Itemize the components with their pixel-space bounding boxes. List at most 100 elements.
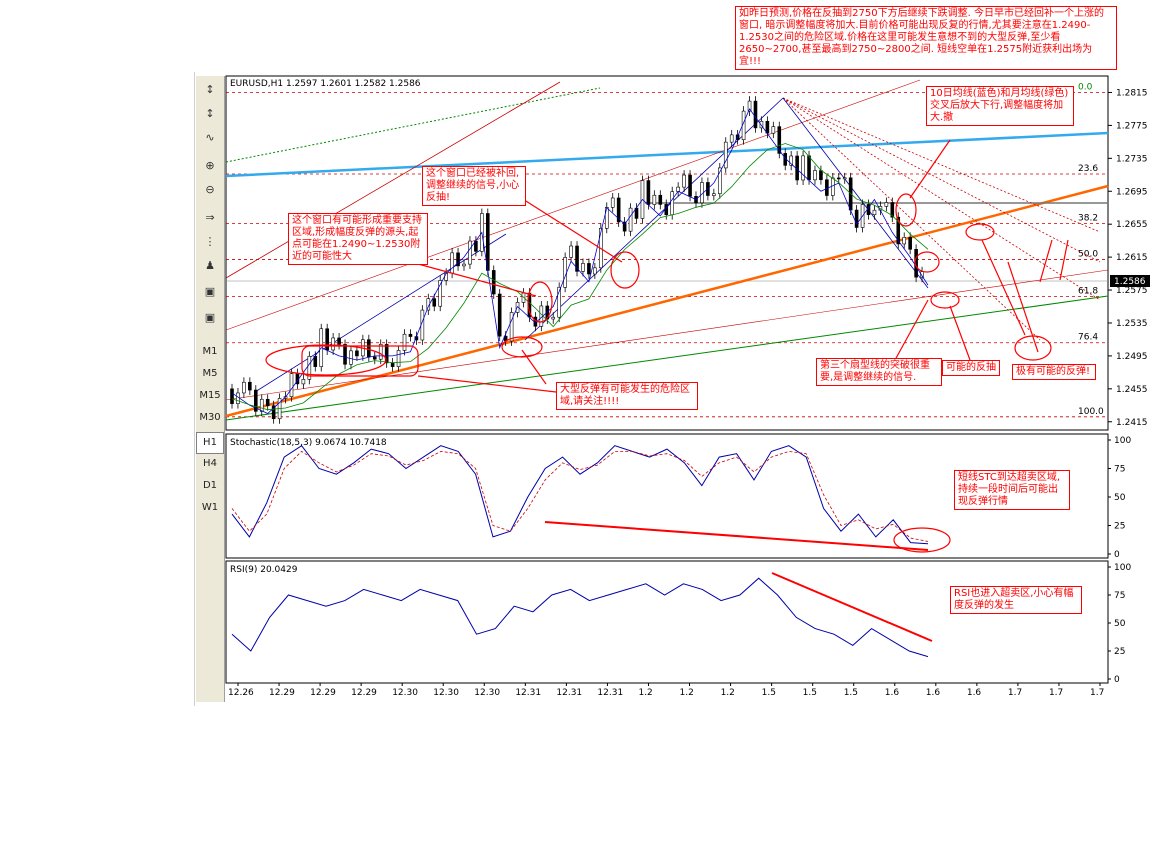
toolbar-tool-6[interactable]: ⋮ xyxy=(204,235,216,248)
x-tick-label: 1.7 xyxy=(1049,688,1063,698)
candle-body xyxy=(610,197,615,208)
note-fan-break: 第三个扇型线的突破很重要,是调整继续的信号. xyxy=(816,358,942,386)
candle-body xyxy=(259,398,264,412)
annotation-circle xyxy=(895,193,917,227)
candle-body xyxy=(842,177,847,180)
candle-body xyxy=(331,337,335,351)
toolbar-tool-0[interactable]: ↕ xyxy=(205,83,215,96)
toolbar-tool-3[interactable]: ⊕ xyxy=(205,159,215,172)
price-tick-label: 1.2695 xyxy=(1116,187,1148,197)
fib-label: 50.0 xyxy=(1078,250,1098,260)
x-tick-label: 12.29 xyxy=(310,688,336,698)
candle-body xyxy=(717,167,722,195)
note-ma-cross: 10日均线(蓝色)和月均线(绿色)交叉后放大下行,调整幅度将加大.撤 xyxy=(926,86,1074,126)
stoch-tick-label: 25 xyxy=(1114,522,1125,532)
fan-line-blue xyxy=(782,97,929,289)
candle-body xyxy=(670,191,675,216)
price-tick-label: 1.2415 xyxy=(1116,418,1148,428)
red-channel-3 xyxy=(225,269,1109,401)
toolbar-tool-9[interactable]: ▣ xyxy=(204,311,216,324)
timeframe-w1[interactable]: W1 xyxy=(201,502,219,513)
note-big-rebound: 大型反弹有可能发生的危险区域,请关注!!!! xyxy=(556,382,698,410)
annotation-circle xyxy=(610,251,640,289)
candle-body xyxy=(747,100,752,112)
x-tick-label: 12.26 xyxy=(228,688,254,698)
candle-body xyxy=(771,126,776,134)
fan-line-3 xyxy=(782,97,1041,341)
candle-body xyxy=(230,388,234,404)
candle-body xyxy=(497,293,502,337)
note-stc-oversold: 短线STC到达超卖区域,持续一段时间后可能出现反弹行情 xyxy=(954,470,1070,510)
candle-body xyxy=(872,209,877,216)
price-tick-label: 1.2495 xyxy=(1116,352,1148,362)
stoch-header: Stochastic(18,5,3) 9.0674 10.7418 xyxy=(230,438,387,448)
price-panel-border xyxy=(225,75,1109,431)
candle-body xyxy=(491,270,496,295)
price-tick-label: 1.2775 xyxy=(1116,121,1148,131)
candle-body xyxy=(390,362,395,367)
timeframe-m1[interactable]: M1 xyxy=(202,346,218,357)
stoch-main-line xyxy=(231,445,929,545)
candle-body xyxy=(408,333,413,337)
candle-body xyxy=(438,280,443,307)
fib-label: 23.6 xyxy=(1078,164,1098,174)
fib-label: 100.0 xyxy=(1078,407,1104,417)
rsi-tick-label: 25 xyxy=(1114,647,1125,657)
candle-body xyxy=(509,312,514,342)
note-window-filled: 这个窗口已经被补回,调整继续的信号,小心反抽! xyxy=(422,166,526,206)
candle-body xyxy=(646,180,651,205)
candle-body xyxy=(253,389,258,412)
toolbar-tool-8[interactable]: ▣ xyxy=(204,285,216,298)
timeframe-m5[interactable]: M5 xyxy=(202,368,218,379)
x-tick-label: 1.7 xyxy=(1008,688,1022,698)
candle-body xyxy=(813,170,817,181)
stoch-panel-border xyxy=(225,433,1109,559)
note-rsi-oversold: RSI也进入超卖区,小心有幅度反弹的发生 xyxy=(950,586,1082,614)
annotation-pointer xyxy=(417,263,537,297)
price-header: EURUSD,H1 1.2597 1.2601 1.2582 1.2586 xyxy=(230,79,421,89)
annotation-pointer xyxy=(981,239,1026,336)
candle-body xyxy=(271,405,276,420)
candle-body xyxy=(884,202,889,207)
stoch-tick-label: 75 xyxy=(1114,465,1125,475)
stoch-divergence-line xyxy=(544,521,929,551)
toolbar-tool-2[interactable]: ∿ xyxy=(205,131,215,144)
candle-body xyxy=(753,100,758,129)
candle-body xyxy=(432,298,437,307)
annotation-pointer xyxy=(1059,239,1069,281)
stoch-tick-label: 0 xyxy=(1114,550,1120,560)
timeframe-m30[interactable]: M30 xyxy=(199,412,221,423)
annotation-pointer xyxy=(417,375,557,393)
annotation-circle xyxy=(265,344,387,376)
timeframe-m15[interactable]: M15 xyxy=(199,390,221,401)
annotation-pointer xyxy=(1039,239,1053,283)
x-tick-label: 12.31 xyxy=(556,688,582,698)
x-tick-label: 1.2 xyxy=(680,688,694,698)
candle-body xyxy=(569,245,573,258)
candle-body xyxy=(372,356,377,360)
x-tick-label: 12.29 xyxy=(351,688,377,698)
toolbar-tool-5[interactable]: ⇒ xyxy=(205,211,215,224)
price-tick-label: 1.2815 xyxy=(1116,88,1148,98)
toolbar-tool-4[interactable]: ⊖ xyxy=(205,183,215,196)
timeframe-h4[interactable]: H4 xyxy=(203,458,217,469)
toolbar-tool-7[interactable]: ♟ xyxy=(205,259,215,272)
timeframe-d1[interactable]: D1 xyxy=(202,480,218,491)
candle-body xyxy=(729,134,734,143)
x-tick-label: 1.6 xyxy=(967,688,982,698)
green-dotted-channel xyxy=(225,87,601,163)
timeframe-h1[interactable]: H1 xyxy=(196,432,224,454)
candle-body xyxy=(658,194,663,205)
candle-body xyxy=(343,344,347,365)
candle-body xyxy=(265,398,270,407)
candle-body xyxy=(902,237,907,245)
red-channel-1 xyxy=(225,81,561,279)
x-tick-label: 12.31 xyxy=(515,688,541,698)
long-green-trendline xyxy=(225,295,1109,421)
toolbar-tool-1[interactable]: ↕ xyxy=(205,107,215,120)
x-tick-label: 12.30 xyxy=(433,688,459,698)
price-tick-label: 1.2455 xyxy=(1116,385,1148,395)
candle-body xyxy=(688,174,692,197)
x-tick-label: 1.2 xyxy=(638,688,652,698)
